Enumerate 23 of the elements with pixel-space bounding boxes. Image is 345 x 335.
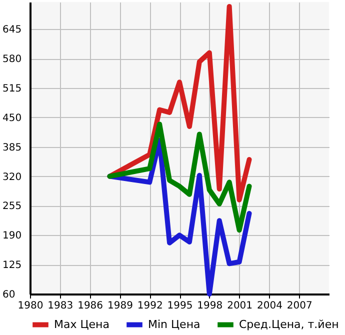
legend-label: Max Цена: [54, 318, 110, 331]
legend-label: Сред.Цена, т.йен: [239, 318, 339, 331]
y-tick-label: 580: [2, 54, 22, 66]
y-tick-label: 125: [2, 260, 22, 272]
y-tick-label: 385: [2, 142, 22, 154]
x-tick-label: 1992: [137, 300, 163, 312]
legend-label: Min Цена: [148, 318, 200, 331]
y-tick-label: 645: [2, 24, 22, 36]
y-tick-label: 255: [2, 201, 22, 212]
x-tick-label: 1986: [78, 300, 104, 312]
x-tick-label: 1989: [107, 300, 133, 312]
x-tick-label: 1998: [197, 300, 223, 312]
x-tick-label: 1980: [18, 300, 44, 312]
y-tick-label: 320: [2, 172, 22, 183]
x-tick-label: 2007: [286, 300, 312, 312]
y-tick-label: 60: [2, 290, 16, 300]
x-tick-label: 1995: [167, 300, 193, 312]
x-tick-label: 1983: [48, 300, 74, 312]
y-tick-label: 515: [2, 84, 22, 95]
y-tick-label: 450: [2, 112, 22, 124]
y-tick-label: 190: [2, 230, 22, 242]
x-tick-label: 2004: [256, 300, 282, 312]
x-tick-label: 2001: [227, 300, 253, 312]
